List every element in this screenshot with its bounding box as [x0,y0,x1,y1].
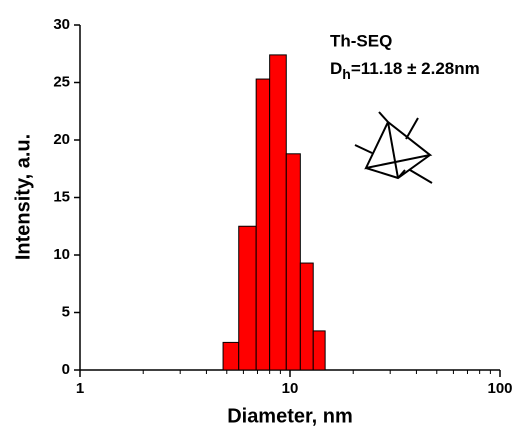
y-tick-label: 0 [62,361,70,378]
y-tick-label: 10 [53,246,70,263]
bar [222,341,240,371]
y-tick-label: 20 [53,131,70,148]
bar [285,153,301,371]
y-tick-label: 30 [53,16,70,33]
annotation-value: =11.18 ± 2.28nm [351,59,480,78]
y-axis-label: Intensity, a.u. [12,134,34,260]
y-tick-label: 15 [53,188,70,205]
bar [238,225,257,371]
annotation-text: Dh=11.18 ± 2.28nm [330,59,480,81]
x-tick-label: 1 [76,380,84,397]
bar [255,78,271,371]
bar [269,54,287,371]
y-tick-label: 25 [53,73,70,90]
tetrahedron-icon [354,111,433,184]
annotation-label: D [330,59,342,78]
bar [312,330,326,371]
y-tick-label: 5 [62,303,70,320]
x-tick-label: 10 [282,380,299,397]
annotation-title: Th-SEQ [330,31,392,50]
bar [299,262,314,371]
x-axis-label: Diameter, nm [227,405,353,427]
annotation-subscript: h [342,66,351,82]
x-tick-label: 100 [487,380,512,397]
